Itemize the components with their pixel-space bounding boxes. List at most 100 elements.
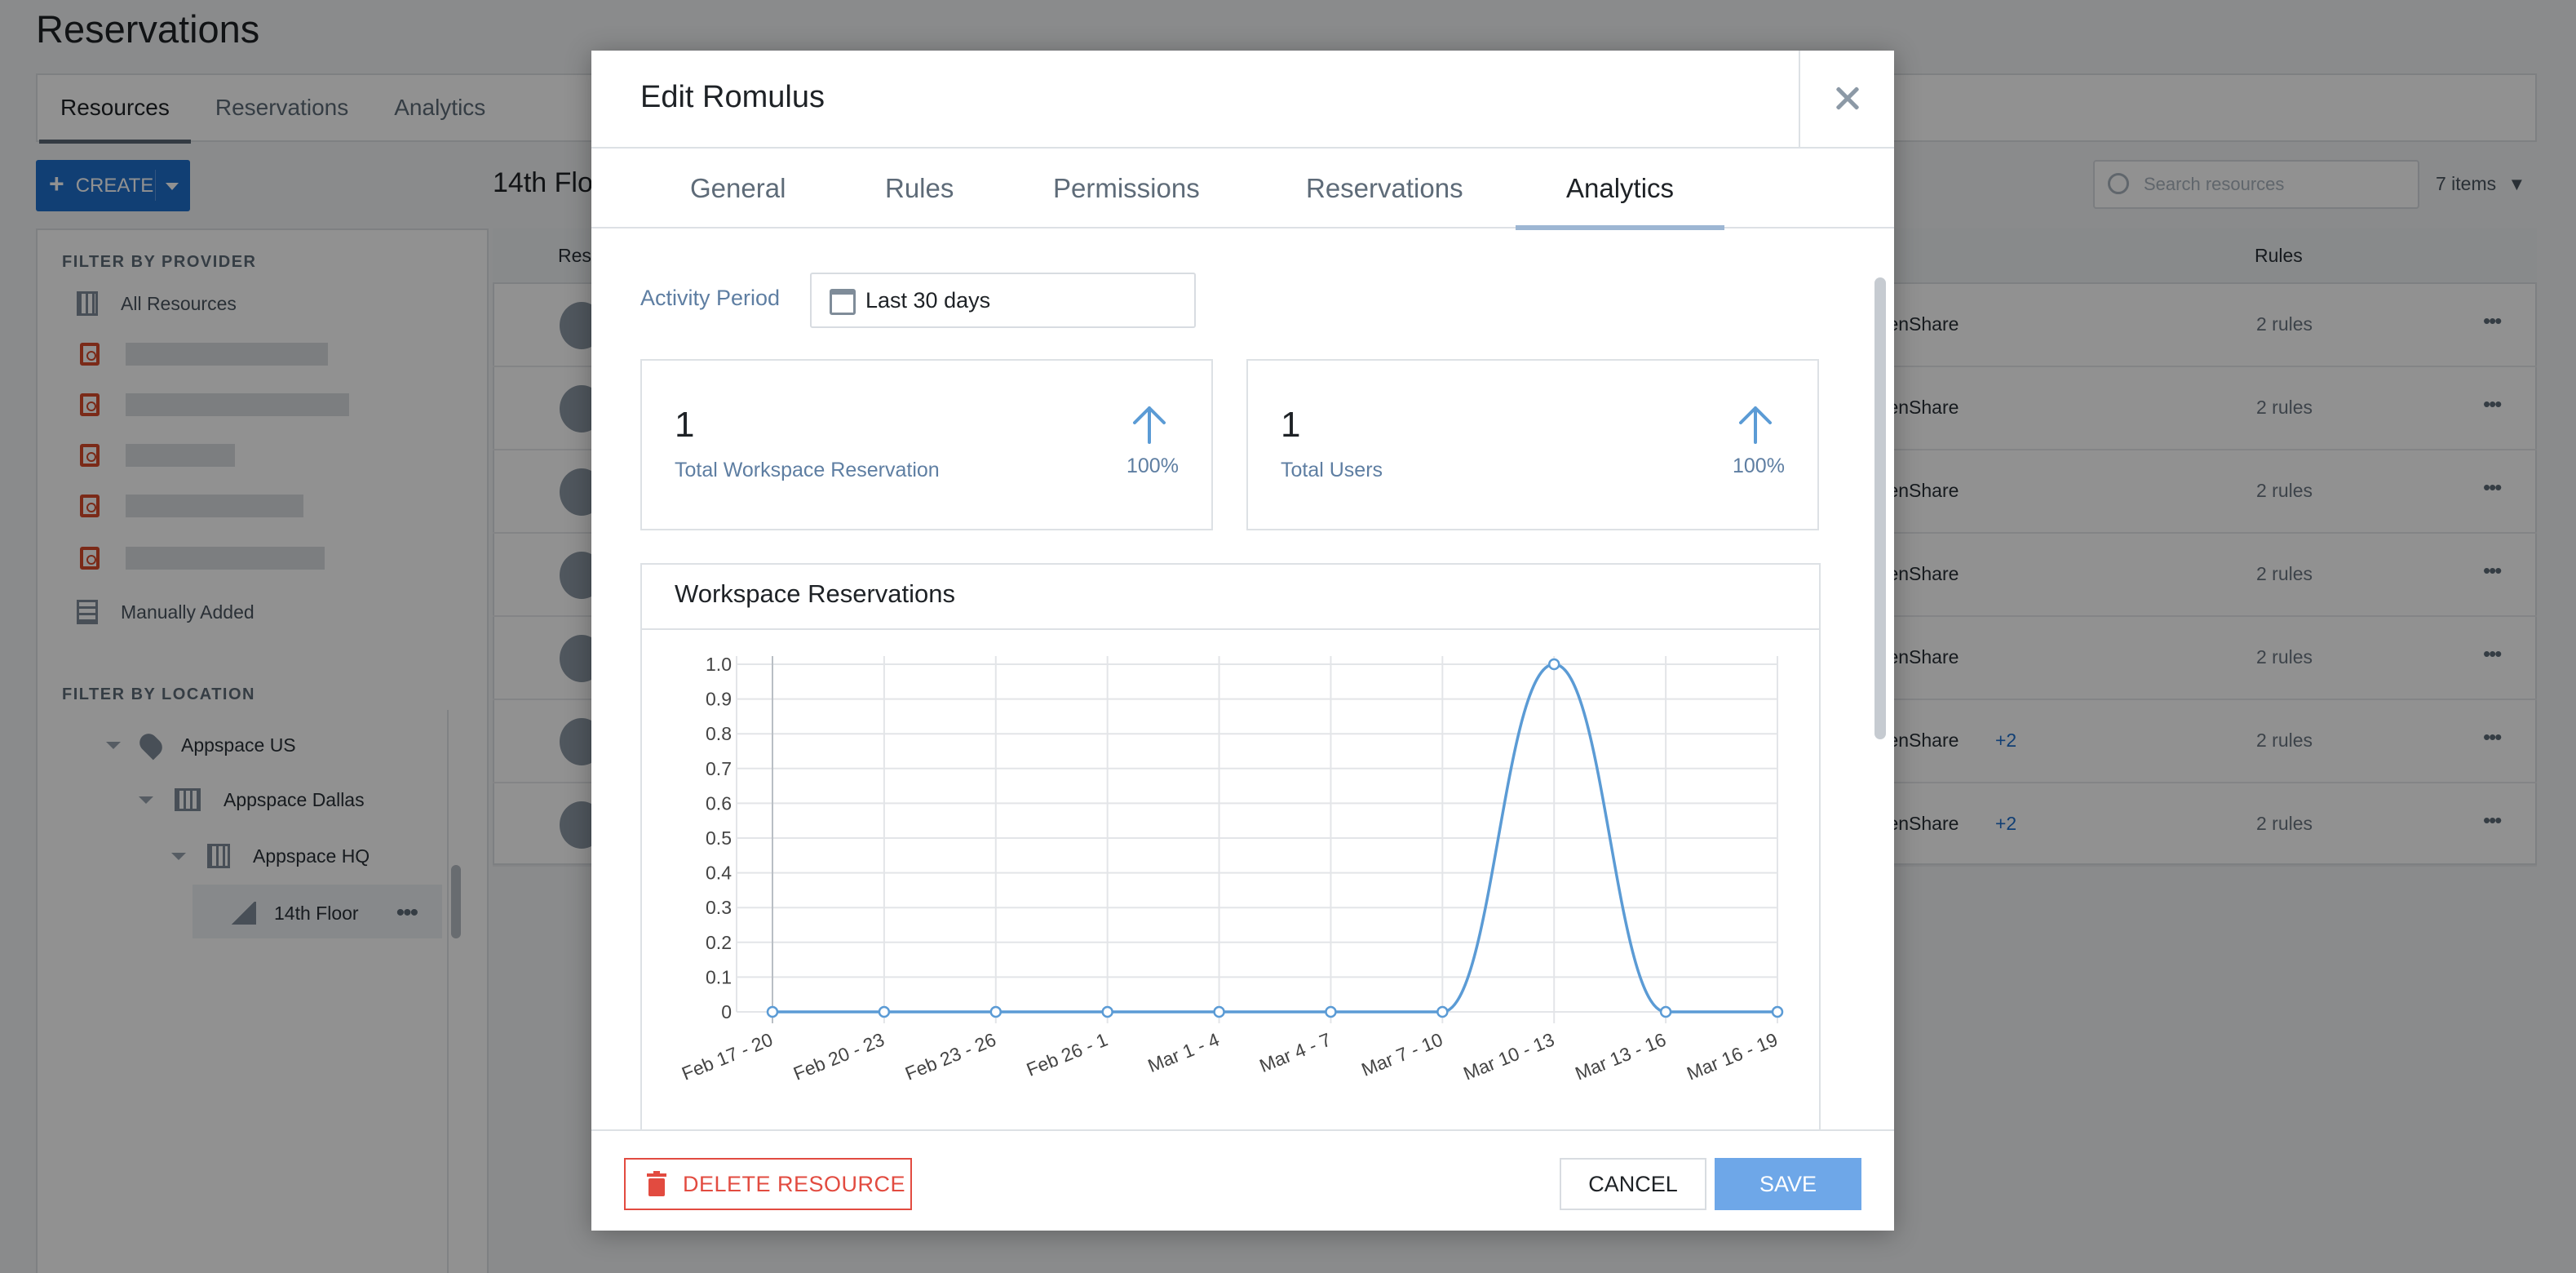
create-separator <box>155 170 156 201</box>
more-options-icon[interactable]: ••• <box>2483 475 2502 499</box>
y-tick-label: 0.2 <box>706 932 732 953</box>
modal-tabs: General Rules Permissions Reservations A… <box>591 147 1894 230</box>
tab-reservations[interactable]: Reservations <box>1306 173 1463 203</box>
tree-14th-floor-label[interactable]: 14th Floor ••• <box>230 899 418 927</box>
tab-general[interactable]: General <box>690 173 786 203</box>
x-tick-label: Mar 4 - 7 <box>1256 1029 1334 1077</box>
tree-label: Appspace Dallas <box>224 788 365 810</box>
building-icon <box>175 788 201 811</box>
tab-reservations[interactable]: Reservations <box>215 95 349 120</box>
y-tick-label: 0.1 <box>706 966 732 987</box>
tree-appspace-hq[interactable]: Appspace HQ <box>171 844 370 868</box>
y-tick-label: 0.7 <box>706 758 732 779</box>
office365-icon <box>80 444 100 467</box>
stat-value: 1 <box>675 405 695 445</box>
tab-analytics[interactable]: Analytics <box>1566 173 1675 203</box>
provider-manually-added[interactable]: Manually Added <box>77 586 255 638</box>
provider-office365-4[interactable] <box>80 480 303 532</box>
redacted-label <box>126 495 303 517</box>
redacted-label <box>126 393 349 416</box>
tree-appspace-us[interactable]: Appspace US <box>106 730 296 761</box>
tree-label: Appspace US <box>181 734 296 756</box>
col-resource-header[interactable]: Res <box>558 245 591 266</box>
chart-title: Workspace Reservations <box>675 579 956 608</box>
more-options-icon[interactable]: ••• <box>2483 308 2502 333</box>
list-icon <box>77 600 98 624</box>
more-options-icon[interactable]: ••• <box>2483 725 2502 749</box>
x-tick-label: Mar 10 - 13 <box>1460 1029 1557 1084</box>
building-icon <box>207 844 230 868</box>
more-options-icon[interactable]: ••• <box>2483 392 2502 416</box>
more-options-icon[interactable]: ••• <box>2483 558 2502 583</box>
x-tick-label: Feb 20 - 23 <box>790 1029 887 1084</box>
tree-label: Appspace HQ <box>253 845 370 867</box>
items-count: 7 items ▼ <box>2436 173 2525 195</box>
modal-scroll-thumb[interactable] <box>1874 277 1886 739</box>
line-chart: 0 0.1 0.2 0.3 0.4 0.5 0.6 0.7 0.8 0.9 1.0 Feb 17 - … <box>679 654 1784 1084</box>
tab-resources[interactable]: Resources <box>39 73 191 144</box>
row-features-more[interactable]: +2 <box>1995 730 2017 751</box>
x-tick-label: Mar 16 - 19 <box>1684 1029 1781 1084</box>
tab-rules[interactable]: Rules <box>885 173 954 203</box>
row-rules: 2 rules <box>2256 646 2313 668</box>
office365-icon <box>80 495 100 517</box>
close-icon[interactable] <box>1799 51 1894 147</box>
caret-down-icon[interactable] <box>171 852 186 860</box>
activity-period-select[interactable]: Last 30 days <box>810 273 1196 328</box>
create-button[interactable]: + CREATE <box>36 160 190 211</box>
x-tick-label: Mar 1 - 4 <box>1144 1028 1222 1076</box>
row-rules: 2 rules <box>2256 813 2313 834</box>
series-line <box>772 663 1777 1014</box>
chart-divider <box>642 628 1821 630</box>
sidebar: FILTER BY PROVIDER All Resources Manuall… <box>36 228 489 1273</box>
provider-office365-1[interactable] <box>80 328 328 380</box>
tree-scrollbar[interactable] <box>447 710 449 1273</box>
row-rules: 2 rules <box>2256 563 2313 584</box>
sidebar-scroll-thumb[interactable] <box>451 865 461 938</box>
stat-card-reservations: 1 Total Workspace Reservation 100% <box>640 359 1213 530</box>
row-features-more[interactable]: +2 <box>1995 813 2017 834</box>
provider-all-resources[interactable]: All Resources <box>77 277 237 330</box>
edit-resource-modal: Edit Romulus General Rules Permissions R… <box>591 51 1894 1231</box>
stat-card-users: 1 Total Users 100% <box>1246 359 1819 530</box>
floor-icon <box>230 902 256 925</box>
plus-icon: + <box>49 169 64 198</box>
more-options-icon[interactable]: ••• <box>2483 641 2502 666</box>
items-count-label: 7 items <box>2436 173 2497 194</box>
filter-provider-heading: FILTER BY PROVIDER <box>62 253 257 271</box>
col-rules-header[interactable]: Rules <box>2255 245 2303 266</box>
y-tick-label: 0.3 <box>706 897 732 918</box>
caret-down-icon[interactable] <box>139 796 153 804</box>
filter-location-heading: FILTER BY LOCATION <box>62 685 255 703</box>
provider-office365-5[interactable] <box>80 532 325 584</box>
data-point <box>1436 1005 1449 1018</box>
cancel-button[interactable]: CANCEL <box>1560 1158 1706 1210</box>
search-icon <box>2108 173 2129 194</box>
save-button[interactable]: SAVE <box>1715 1158 1861 1210</box>
provider-office365-3[interactable] <box>80 429 235 481</box>
y-tick-label: 0.4 <box>706 863 732 884</box>
filter-icon[interactable]: ▼ <box>2507 174 2526 194</box>
row-rules: 2 rules <box>2256 480 2313 501</box>
activity-period-value: Last 30 days <box>865 287 991 313</box>
more-options-icon[interactable]: ••• <box>2483 808 2502 832</box>
building-icon <box>77 291 98 316</box>
search-input[interactable]: Search resources <box>2093 160 2419 209</box>
delete-resource-button[interactable]: DELETE RESOURCE <box>624 1158 912 1210</box>
y-tick-label: 0 <box>721 1001 732 1022</box>
active-tab-indicator <box>1516 225 1724 230</box>
row-rules: 2 rules <box>2256 397 2313 418</box>
provider-office365-2[interactable] <box>80 379 349 431</box>
data-point <box>1325 1005 1337 1018</box>
caret-down-icon[interactable] <box>106 741 121 749</box>
data-point <box>878 1005 891 1018</box>
x-tick-label: Mar 13 - 16 <box>1572 1029 1669 1084</box>
create-label: CREATE <box>75 174 154 197</box>
tab-analytics[interactable]: Analytics <box>394 95 486 120</box>
page-title: Reservations <box>36 7 260 51</box>
main-heading: 14th Flo <box>493 167 593 198</box>
tree-appspace-dallas[interactable]: Appspace Dallas <box>139 788 365 811</box>
chevron-down-icon[interactable] <box>166 183 179 190</box>
more-options-icon[interactable]: ••• <box>396 899 418 926</box>
tab-permissions[interactable]: Permissions <box>1053 173 1200 203</box>
